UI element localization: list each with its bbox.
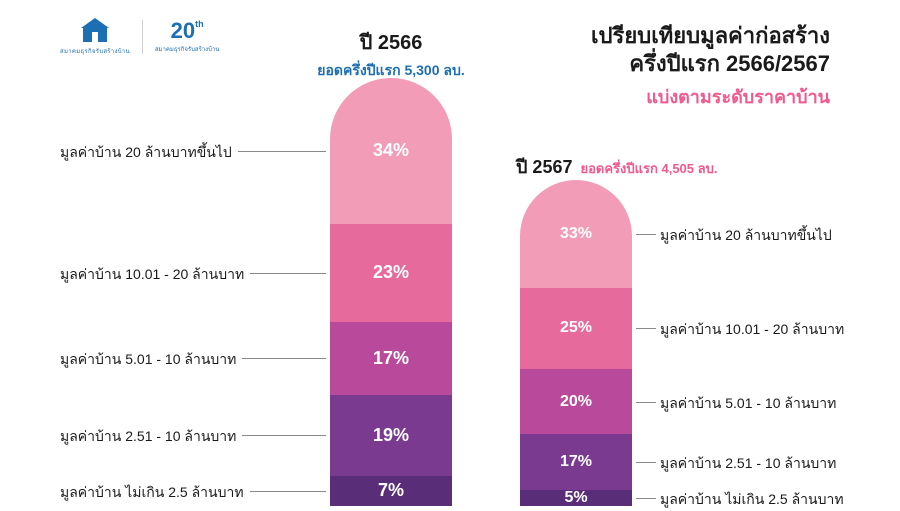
bar-segment: 5% (520, 490, 632, 506)
segment-label: มูลค่าบ้าน 20 ล้านบาทขึ้นไป (60, 142, 232, 164)
bar-2567-subtitle: ยอดครึ่งปีแรก 4,505 ลบ. (580, 158, 717, 179)
anniversary-th: th (195, 20, 204, 29)
leader-line (238, 151, 326, 152)
bar-segment: 25% (520, 288, 632, 370)
leader-line (636, 462, 656, 463)
anniversary-number: 20th (171, 20, 204, 42)
anniversary-caption: สมาคมธุรกิจรับสร้างบ้าน (155, 44, 219, 54)
anniversary-logo: 20th สมาคมธุรกิจรับสร้างบ้าน (155, 20, 219, 54)
logo-block: สมาคมธุรกิจรับสร้างบ้าน 20th สมาคมธุรกิจ… (60, 18, 219, 56)
segment-label: มูลค่าบ้าน 5.01 - 10 ล้านบาท (660, 393, 836, 415)
leader-line (250, 273, 326, 274)
segment-label: มูลค่าบ้าน 10.01 - 20 ล้านบาท (60, 264, 244, 286)
bar-2566: 34%23%17%19%7% (330, 78, 452, 506)
bar-segment: 7% (330, 476, 452, 506)
title-line-3: แบ่งตามระดับราคาบ้าน (591, 82, 830, 111)
bar-2567-header: ปี 2567 ยอดครึ่งปีแรก 4,505 ลบ. (516, 152, 717, 181)
leader-line (242, 435, 326, 436)
bar-2567: 33%25%20%17%5% (520, 180, 632, 506)
leader-line (242, 358, 326, 359)
bar-2567-year: ปี 2567 (516, 152, 572, 181)
segment-label: มูลค่าบ้าน ไม่เกิน 2.5 ล้านบาท (60, 482, 244, 504)
leader-line (636, 328, 656, 329)
bar-2566-year: ปี 2566 (281, 26, 501, 58)
segment-label: มูลค่าบ้าน 2.51 - 10 ล้านบาท (660, 453, 836, 475)
leader-line (636, 234, 656, 235)
assoc-logo-caption: สมาคมธุรกิจรับสร้างบ้าน (60, 46, 130, 56)
segment-label: มูลค่าบ้าน ไม่เกิน 2.5 ล้านบาท (660, 489, 844, 511)
leader-line (636, 402, 656, 403)
bar-segment: 17% (330, 322, 452, 395)
chart-title: เปรียบเทียบมูลค่าก่อสร้าง ครึ่งปีแรก 256… (591, 22, 830, 111)
segment-label: มูลค่าบ้าน 10.01 - 20 ล้านบาท (660, 319, 844, 341)
assoc-logo: สมาคมธุรกิจรับสร้างบ้าน (60, 18, 130, 56)
title-line-2: ครึ่งปีแรก 2566/2567 (591, 50, 830, 78)
bar-segment: 19% (330, 395, 452, 476)
segment-label: มูลค่าบ้าน 20 ล้านบาทขึ้นไป (660, 225, 832, 247)
bar-2566-header: ปี 2566 ยอดครึ่งปีแรก 5,300 ลบ. (281, 26, 501, 82)
segment-label: มูลค่าบ้าน 5.01 - 10 ล้านบาท (60, 349, 236, 371)
house-icon (81, 18, 109, 44)
title-line-1: เปรียบเทียบมูลค่าก่อสร้าง (591, 22, 830, 50)
bar-segment: 23% (330, 224, 452, 322)
bar-segment: 17% (520, 434, 632, 489)
leader-line (636, 498, 656, 499)
leader-line (250, 491, 326, 492)
segment-label: มูลค่าบ้าน 2.51 - 10 ล้านบาท (60, 426, 236, 448)
bar-segment: 20% (520, 369, 632, 434)
anniversary-20: 20 (171, 20, 195, 42)
bar-segment: 33% (520, 180, 632, 288)
logo-divider (142, 20, 143, 54)
bar-segment: 34% (330, 78, 452, 224)
